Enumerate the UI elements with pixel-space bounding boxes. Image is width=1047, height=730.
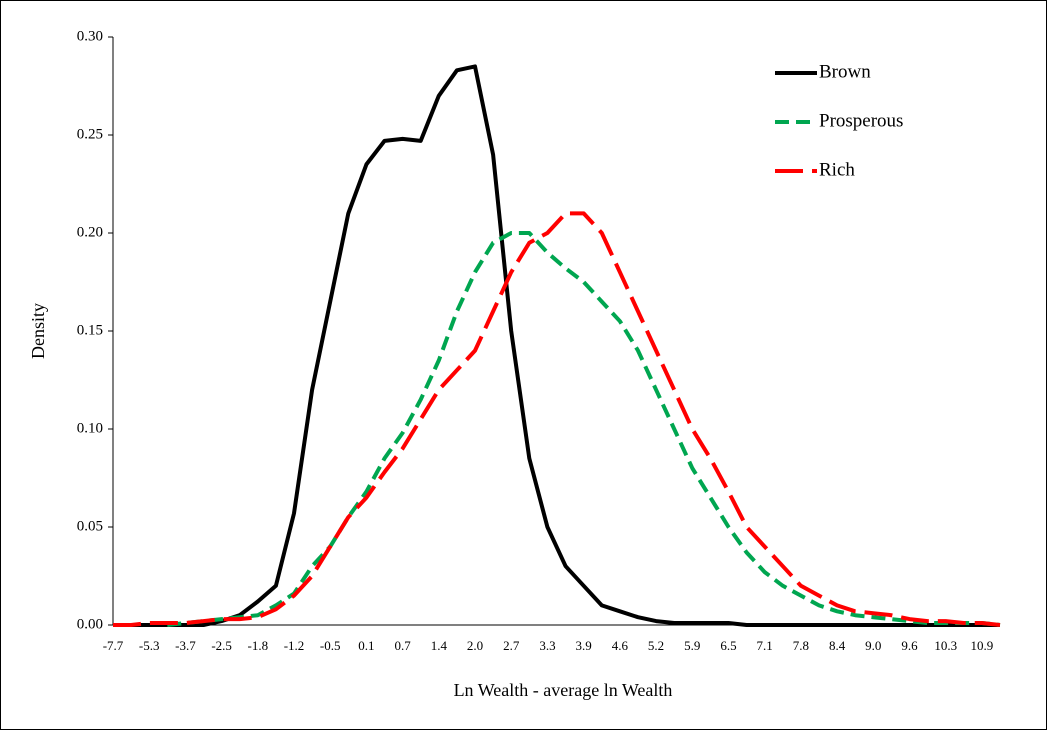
x-tick-label: -3.7 <box>175 638 196 653</box>
legend-label: Brown <box>819 61 871 82</box>
x-tick-label: 7.1 <box>757 638 773 653</box>
x-tick-label: 6.5 <box>720 638 736 653</box>
x-tick-label: -5.3 <box>139 638 160 653</box>
x-tick-label: 3.3 <box>539 638 555 653</box>
x-tick-label: 7.8 <box>793 638 809 653</box>
x-tick-label: -1.8 <box>248 638 269 653</box>
x-tick-label: 8.4 <box>829 638 846 653</box>
x-tick-label: 10.3 <box>934 638 957 653</box>
y-tick-label: 0.05 <box>77 518 103 534</box>
y-tick-label: 0.15 <box>77 322 103 338</box>
y-tick-label: 0.00 <box>77 616 103 632</box>
x-tick-label: 5.2 <box>648 638 664 653</box>
x-tick-label: -2.5 <box>211 638 232 653</box>
x-tick-label: -7.7 <box>103 638 124 653</box>
x-tick-label: 0.7 <box>395 638 412 653</box>
x-tick-label: 9.0 <box>865 638 881 653</box>
legend-label: Rich <box>819 159 855 180</box>
x-tick-label: 5.9 <box>684 638 700 653</box>
x-tick-label: 2.0 <box>467 638 483 653</box>
series-line <box>167 231 1001 627</box>
series-line <box>113 211 1001 627</box>
series-line <box>113 64 1000 627</box>
x-tick-label: 10.9 <box>971 638 994 653</box>
x-tick-label: 0.1 <box>358 638 374 653</box>
x-tick-label: -0.5 <box>320 638 341 653</box>
x-tick-label: -1.2 <box>284 638 305 653</box>
x-tick-label: 3.9 <box>576 638 592 653</box>
y-tick-label: 0.10 <box>77 420 103 436</box>
x-axis-label: Ln Wealth - average ln Wealth <box>454 680 673 700</box>
y-tick-label: 0.25 <box>77 126 103 142</box>
y-axis-label: Density <box>28 303 48 359</box>
x-tick-label: 1.4 <box>431 638 448 653</box>
y-tick-label: 0.20 <box>77 224 103 240</box>
x-tick-label: 4.6 <box>612 638 629 653</box>
x-tick-label: 2.7 <box>503 638 520 653</box>
y-tick-label: 0.30 <box>77 28 103 44</box>
x-tick-label: 9.6 <box>901 638 918 653</box>
legend-label: Prosperous <box>819 110 903 131</box>
